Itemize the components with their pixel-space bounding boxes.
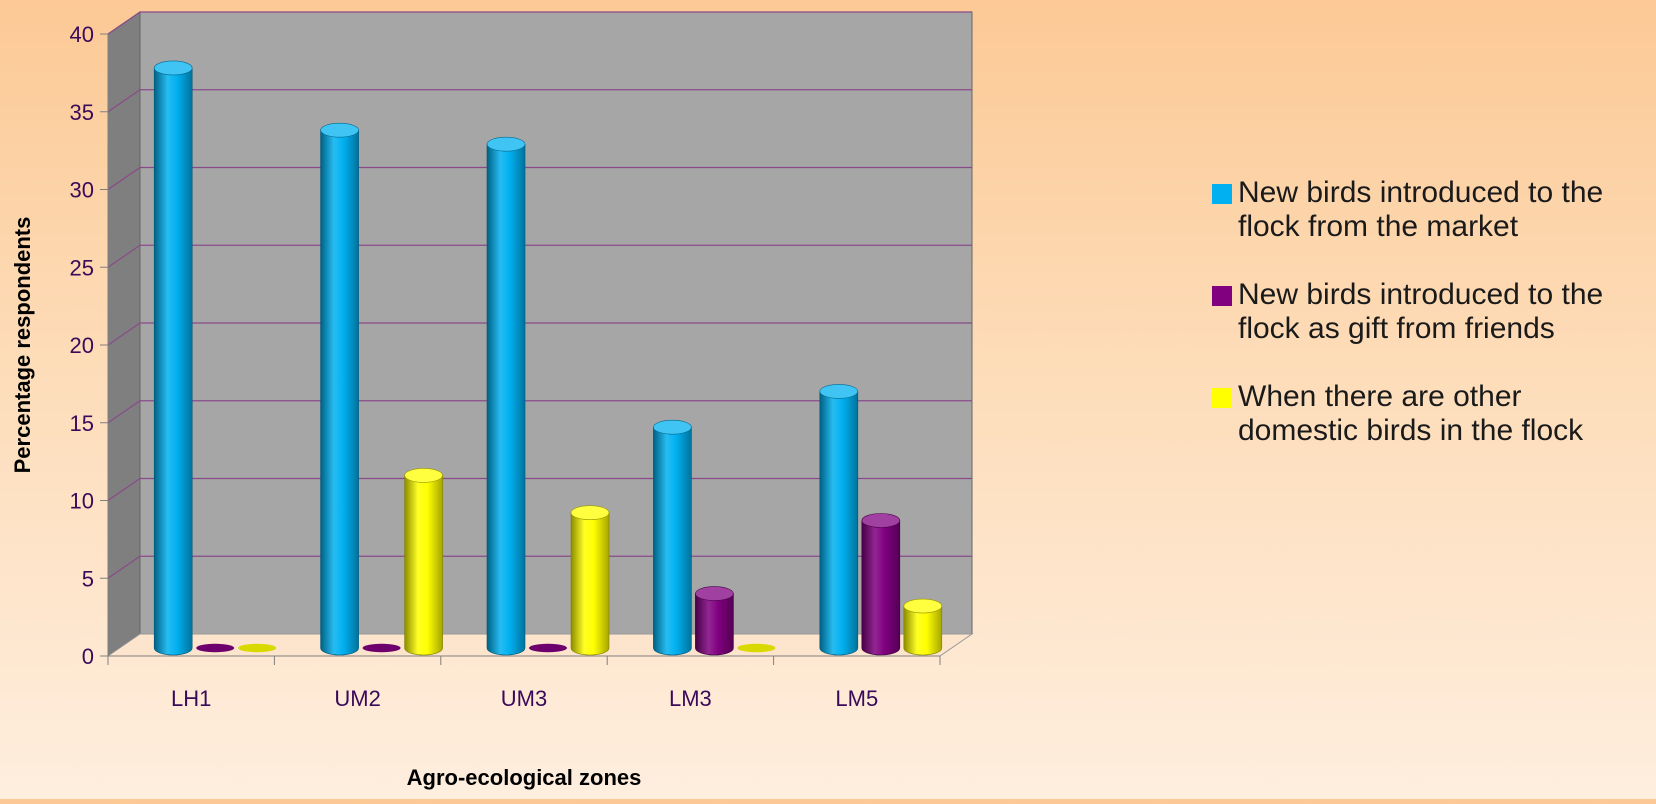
bar-UM3-series-2 (529, 643, 567, 653)
y-tick-label: 25 (70, 255, 94, 280)
x-tick-label: LM5 (835, 686, 878, 711)
x-tick-label: UM3 (501, 686, 547, 711)
y-tick-label: 30 (70, 178, 94, 203)
y-tick-label: 40 (70, 22, 94, 47)
side-gridline (107, 11, 141, 35)
bar-LM3-series-1 (653, 426, 692, 656)
bar-top-UM2-series-1 (320, 122, 359, 138)
legend-swatch-market (1212, 184, 1232, 204)
y-tick-label: 35 (70, 100, 94, 125)
bar-top-LM5-series-3 (903, 598, 943, 614)
side-gridline (107, 89, 141, 113)
bar-top-UM3-series-1 (486, 136, 526, 152)
bar-top-UM2-series-3 (404, 468, 443, 483)
bar-LM5-series-3 (903, 605, 943, 656)
bar-LM5-series-1 (819, 391, 859, 656)
y-tick-label: 10 (70, 489, 94, 514)
side-gridline (107, 478, 141, 501)
bar-top-UM3-series-3 (570, 505, 610, 521)
legend-label-market: New birds introduced to the flock from t… (1238, 176, 1604, 243)
side-gridline (107, 555, 141, 579)
x-tick-label: LM3 (669, 686, 712, 711)
side-gridline (107, 167, 141, 190)
x-tick-label: LH1 (171, 686, 211, 711)
bar-LH1-series-2 (196, 643, 235, 653)
bar-LH1-series-3 (238, 643, 277, 653)
bar-UM3-series-1 (486, 143, 526, 656)
bar-top-LM5-series-1 (819, 384, 859, 399)
y-tick-label: 20 (70, 333, 94, 358)
legend-label-gift: New birds introduced to the flock as gif… (1238, 278, 1604, 345)
bar-LM5-series-2 (861, 520, 901, 656)
y-tick-label: 15 (70, 411, 94, 436)
bar-UM2-series-2 (362, 643, 401, 653)
y-tick-label: 0 (82, 644, 94, 669)
side-gridline (107, 244, 141, 268)
legend-item-market: New birds introduced to the flock from t… (1212, 176, 1642, 244)
bar-top-LM3-series-1 (653, 419, 692, 435)
y-tick-label: 5 (82, 566, 94, 591)
x-tick-label: UM2 (334, 686, 380, 711)
bar-UM2-series-1 (320, 129, 359, 656)
side-gridline (107, 400, 141, 424)
bar-UM2-series-3 (404, 475, 443, 656)
side-gridline (107, 322, 141, 346)
y-axis-title: Percentage respondents (10, 217, 35, 474)
legend: New birds introduced to the flock from t… (1212, 176, 1642, 482)
x-axis-title: Agro-ecological zones (407, 765, 642, 790)
legend-swatch-domestic (1212, 388, 1232, 408)
bar-top-LM5-series-2 (861, 513, 901, 528)
legend-item-gift: New birds introduced to the flock as gif… (1212, 278, 1642, 346)
bar-LM3-series-2 (695, 593, 734, 656)
legend-label-domestic: When there are other domestic birds in t… (1238, 380, 1584, 447)
bar-top-LM3-series-2 (695, 586, 734, 601)
bar-LH1-series-1 (153, 67, 193, 656)
legend-item-domestic: When there are other domestic birds in t… (1212, 380, 1642, 448)
bar-top-LH1-series-1 (153, 60, 193, 76)
bar-UM3-series-3 (570, 512, 610, 656)
bar-LM3-series-3 (737, 643, 776, 653)
legend-swatch-gift (1212, 286, 1232, 306)
